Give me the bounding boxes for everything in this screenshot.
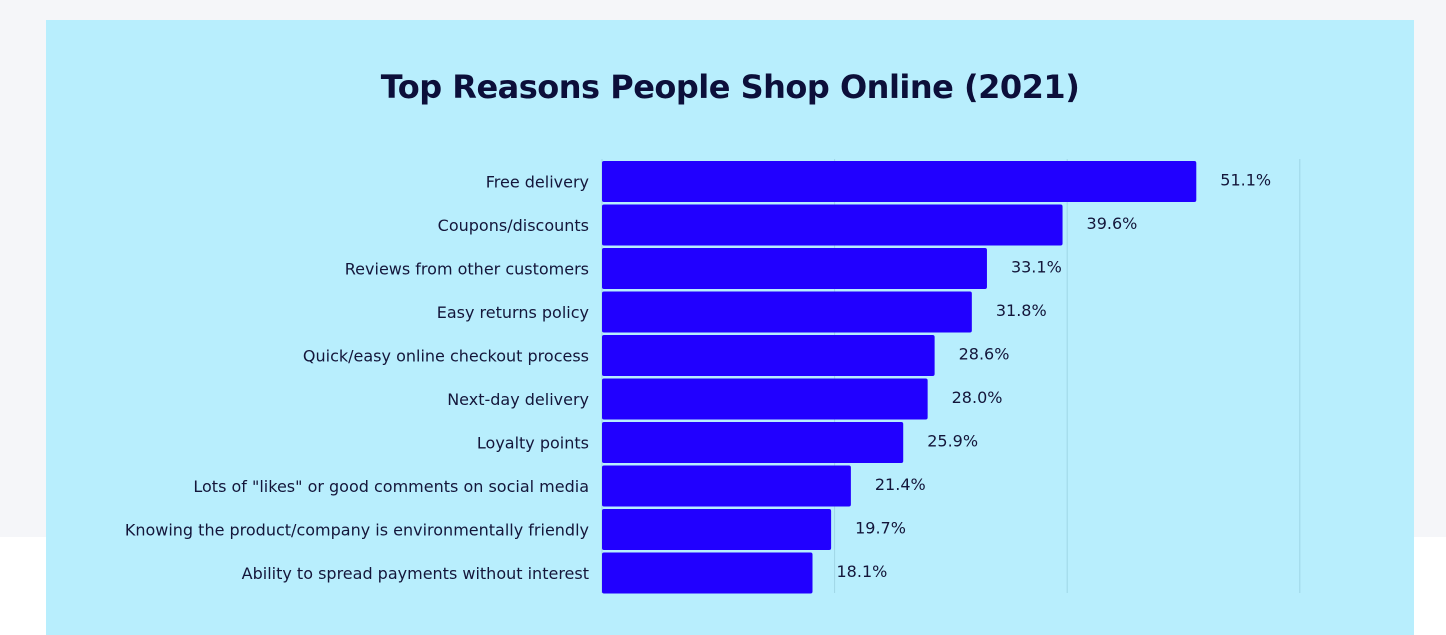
value-label: 31.8% (996, 301, 1047, 320)
bars (602, 161, 1197, 594)
category-label: Reviews from other customers (345, 260, 589, 279)
category-label: Quick/easy online checkout process (303, 347, 589, 366)
category-label: Free delivery (486, 173, 589, 192)
value-label: 25.9% (927, 432, 978, 451)
category-label: Lots of "likes" or good comments on soci… (193, 477, 589, 496)
bar (602, 248, 987, 289)
category-label: Ability to spread payments without inter… (242, 564, 589, 583)
bar (602, 422, 904, 463)
value-label: 51.1% (1220, 171, 1271, 190)
value-label: 19.7% (855, 519, 906, 538)
value-label: 33.1% (1011, 258, 1062, 277)
value-label: 21.4% (875, 475, 926, 494)
category-label: Easy returns policy (437, 303, 589, 322)
value-label: 18.1% (837, 562, 888, 581)
bar (602, 161, 1197, 202)
category-label: Loyalty points (477, 434, 589, 453)
category-label: Knowing the product/company is environme… (125, 521, 589, 540)
category-label: Next-day delivery (447, 390, 589, 409)
value-labels: 51.1% 39.6% 33.1% 31.8% 28.6% 28.0% 25.9% 21.4%… (837, 171, 1272, 582)
chart-title: Top Reasons People Shop Online (2021) (380, 68, 1080, 106)
value-label: 28.0% (952, 388, 1003, 407)
value-label: 39.6% (1087, 214, 1138, 233)
bar (602, 378, 928, 420)
bar (602, 335, 935, 376)
value-label: 28.6% (959, 345, 1010, 364)
category-labels: Free delivery Coupons/discounts Reviews fr… (125, 173, 589, 584)
bar (602, 204, 1063, 246)
bar (602, 291, 972, 333)
category-label: Coupons/discounts (438, 216, 589, 235)
bar (602, 509, 832, 550)
bar (602, 465, 851, 507)
bar (602, 552, 813, 594)
